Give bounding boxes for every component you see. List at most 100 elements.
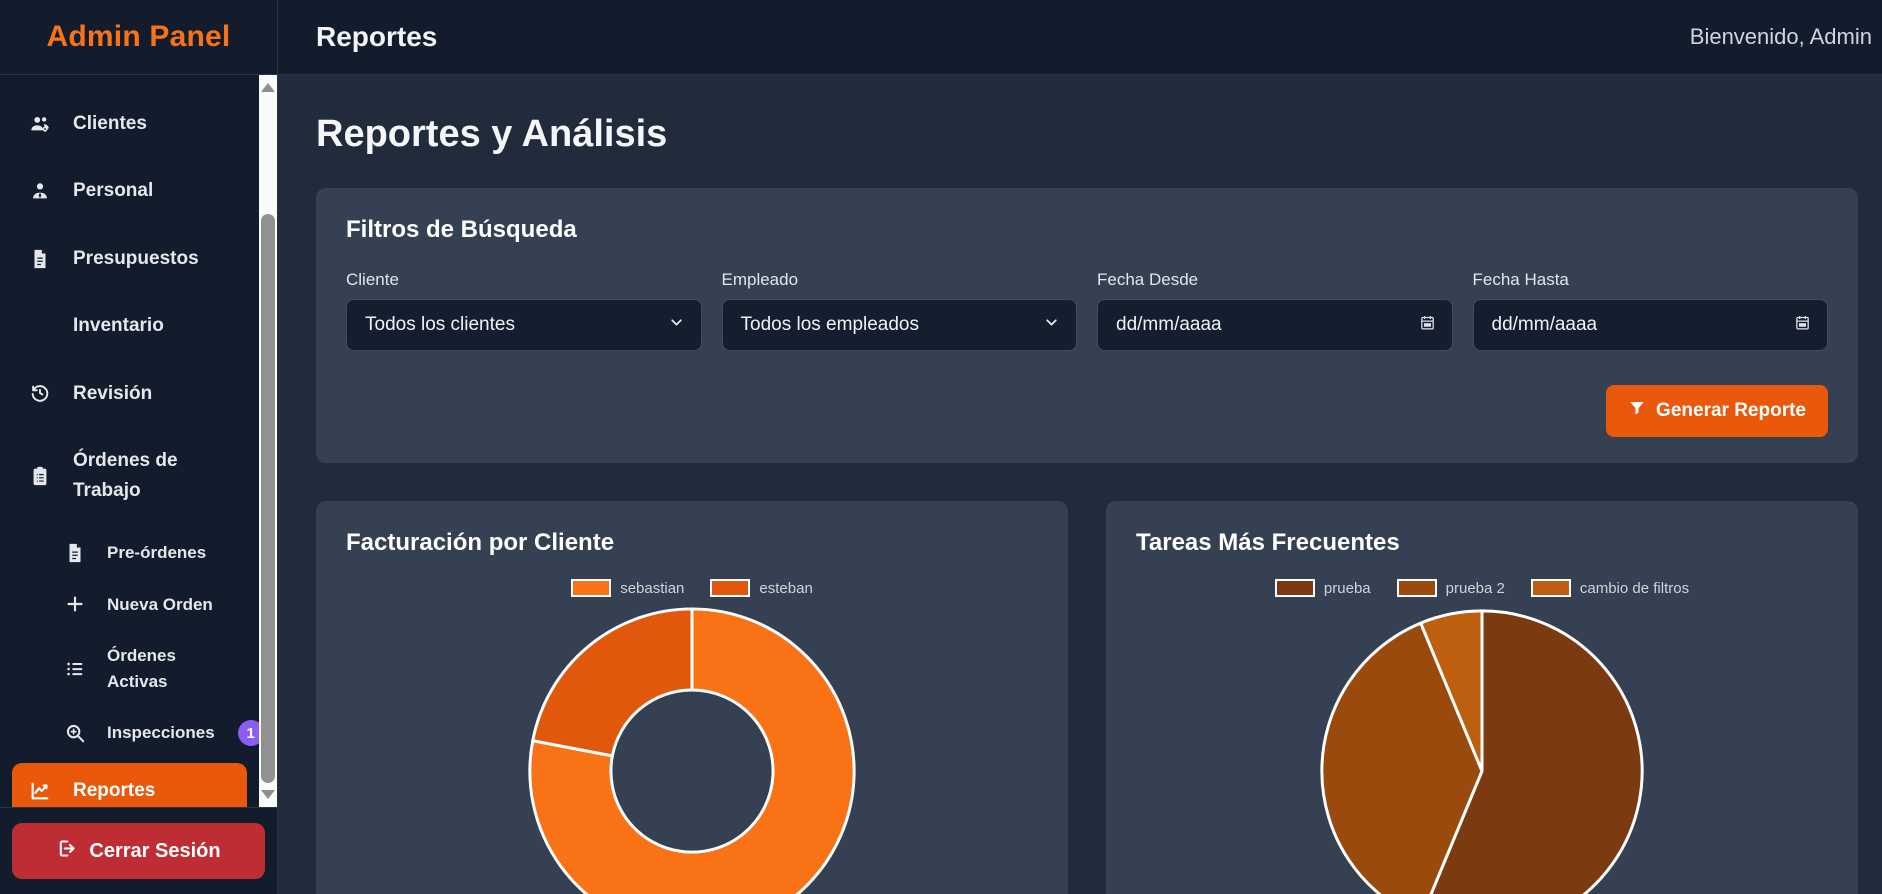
logout-label: Cerrar Sesión [89, 839, 221, 862]
sidebar-item-revision[interactable]: Revisión [0, 367, 249, 420]
selected-value: Todos los empleados [740, 314, 920, 335]
sidebar-item-ordenes-de-trabajo[interactable]: Órdenes de Trabajo [0, 434, 249, 517]
sidebar-item-pre-ordenes[interactable]: Pre-órdenes [0, 531, 249, 575]
filter-field-empleado: Empleado Todos los empleados [721, 270, 1077, 351]
sidebar: Admin Panel Clientes Personal Presupuestos… [0, 0, 278, 894]
chart-card-facturacion: Facturación por Cliente sebastian esteban [316, 501, 1068, 894]
chart-legend: prueba prueba 2 cambio de filtros [1136, 579, 1828, 597]
date-placeholder: dd/mm/aaaa [1116, 314, 1222, 335]
legend-label: prueba 2 [1445, 579, 1505, 597]
legend-label: sebastian [620, 579, 685, 597]
sidebar-item-reportes[interactable]: Reportes [12, 763, 247, 807]
slice-cambio-de-filtros[interactable] [1419, 609, 1484, 773]
legend-item-sebastian[interactable]: sebastian [571, 579, 684, 597]
chevron-down-icon [668, 314, 685, 337]
generate-report-label: Generar Reporte [1656, 400, 1806, 421]
chevron-down-icon [1043, 314, 1060, 337]
slice-esteban[interactable] [531, 607, 694, 758]
calendar-icon [1419, 314, 1436, 337]
sidebar-header: Admin Panel [0, 0, 277, 75]
legend-swatch [1396, 579, 1437, 597]
sidebar-item-label: Reportes [73, 780, 156, 802]
topbar: Reportes Bienvenido, Admin [278, 0, 1882, 75]
topbar-title: Reportes [316, 21, 438, 52]
legend-item-prueba[interactable]: prueba [1274, 579, 1371, 597]
legend-swatch [1274, 579, 1315, 597]
fecha-hasta-date-input[interactable]: dd/mm/aaaa [1472, 299, 1828, 351]
doughnut-chart[interactable] [346, 603, 1038, 894]
legend-item-cambio-de-filtros[interactable]: cambio de filtros [1530, 579, 1690, 597]
sidebar-item-label: Pre-órdenes [107, 543, 207, 563]
sidebar-nav: Clientes Personal Presupuestos Inventario Re… [0, 75, 259, 807]
charts-row: Facturación por Cliente sebastian esteban… [316, 501, 1858, 894]
fecha-desde-date-input[interactable]: dd/mm/aaaa [1097, 299, 1453, 351]
cliente-select[interactable]: Todos los clientes [346, 299, 702, 351]
document-icon [64, 541, 86, 565]
welcome-text: Bienvenido, Admin [1689, 24, 1872, 49]
sidebar-item-personal[interactable]: Personal [0, 164, 249, 217]
scroll-down-icon[interactable] [261, 790, 275, 799]
field-label: Cliente [346, 270, 399, 289]
filter-field-fecha-desde: Fecha Desde dd/mm/aaaa [1097, 270, 1453, 351]
scroll-up-icon[interactable] [261, 83, 275, 92]
legend-item-prueba-2[interactable]: prueba 2 [1396, 579, 1505, 597]
clipboard-icon [28, 464, 52, 488]
legend-label: esteban [759, 579, 813, 597]
sidebar-item-label: Inspecciones [107, 723, 215, 743]
field-label: Fecha Hasta [1472, 270, 1569, 289]
person-icon [28, 179, 52, 203]
logout-section: Cerrar Sesión [0, 807, 277, 894]
empleado-select[interactable]: Todos los empleados [721, 299, 1077, 351]
selected-value: Todos los clientes [365, 314, 515, 335]
sidebar-item-presupuestos[interactable]: Presupuestos [0, 232, 249, 285]
legend-label: cambio de filtros [1579, 579, 1690, 597]
date-placeholder: dd/mm/aaaa [1491, 314, 1598, 335]
legend-swatch [1530, 579, 1571, 597]
sidebar-item-label: Personal [73, 180, 154, 202]
app-title: Admin Panel [46, 20, 231, 53]
sidebar-item-inspecciones[interactable]: Inspecciones 1 [0, 711, 259, 755]
sidebar-item-inventario[interactable]: Inventario [0, 299, 249, 352]
document-icon [28, 247, 52, 271]
sidebar-item-label: Presupuestos [73, 247, 199, 269]
chart-title: Tareas Más Frecuentes [1136, 529, 1400, 556]
chart-card-tareas: Tareas Más Frecuentes prueba prueba 2 camb… [1106, 501, 1858, 894]
logout-button[interactable]: Cerrar Sesión [12, 823, 265, 879]
legend-swatch [571, 579, 612, 597]
legend-label: prueba [1323, 579, 1371, 597]
main-area: Reportes Bienvenido, Admin Reportes y An… [278, 0, 1882, 894]
no-icon [28, 314, 52, 338]
filter-field-fecha-hasta: Fecha Hasta dd/mm/aaaa [1472, 270, 1828, 351]
notification-badge: 1 [237, 720, 259, 747]
sidebar-item-ordenes-activas[interactable]: Órdenes Activas [0, 634, 249, 703]
legend-item-esteban[interactable]: esteban [710, 579, 813, 597]
history-icon [28, 381, 52, 405]
sidebar-item-label: Revisión [73, 382, 153, 404]
sidebar-item-label: Nueva Orden [107, 594, 213, 614]
scrollbar-thumb[interactable] [261, 214, 275, 783]
chart-legend: sebastian esteban [346, 579, 1038, 597]
sidebar-item-label: Clientes [73, 113, 147, 134]
chart-title: Facturación por Cliente [346, 529, 615, 556]
legend-swatch [710, 579, 751, 597]
generate-report-button[interactable]: Generar Reporte [1606, 385, 1828, 437]
filter-actions: Generar Reporte [346, 385, 1828, 437]
filters-title: Filtros de Búsqueda [346, 216, 577, 243]
filters-card: Filtros de Búsqueda Cliente Todos los cli… [316, 188, 1858, 463]
slice-prueba[interactable] [1421, 609, 1644, 894]
sidebar-item-clientes[interactable]: Clientes [0, 97, 249, 150]
sidebar-item-label: Órdenes de Trabajo [73, 450, 178, 501]
sidebar-item-nueva-orden[interactable]: Nueva Orden [0, 583, 249, 627]
logout-icon [56, 838, 77, 865]
sidebar-item-label: Inventario [73, 315, 164, 337]
pie-chart[interactable] [1136, 603, 1828, 894]
filter-field-cliente: Cliente Todos los clientes [346, 270, 702, 351]
plus-icon [64, 592, 86, 616]
calendar-icon [1794, 314, 1811, 337]
slice-sebastian[interactable] [528, 607, 856, 894]
page-heading: Reportes y Análisis [316, 113, 668, 155]
filter-funnel-icon [1628, 399, 1646, 423]
sidebar-scrollbar[interactable] [259, 75, 277, 807]
sidebar-item-label: Órdenes Activas [107, 646, 176, 691]
